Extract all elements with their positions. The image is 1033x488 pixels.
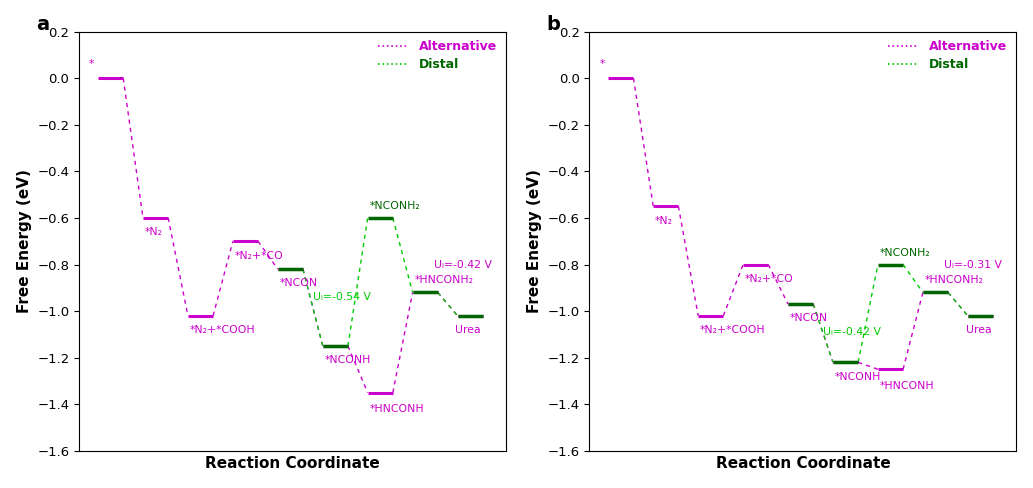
Text: Uₗ=-0.42 V: Uₗ=-0.42 V (823, 327, 881, 337)
Text: b: b (546, 15, 561, 34)
Text: Uₗ=-0.42 V: Uₗ=-0.42 V (434, 260, 492, 270)
Text: Uₗ=-0.31 V: Uₗ=-0.31 V (944, 260, 1002, 270)
Text: Urea: Urea (456, 325, 481, 335)
Text: Uₗ=-0.54 V: Uₗ=-0.54 V (313, 292, 371, 303)
Y-axis label: Free Energy (eV): Free Energy (eV) (527, 169, 542, 313)
Text: *N₂+*CO: *N₂+*CO (745, 274, 793, 284)
Text: *N₂: *N₂ (655, 216, 674, 225)
X-axis label: Reaction Coordinate: Reaction Coordinate (206, 456, 380, 471)
Text: *NCON: *NCON (790, 313, 828, 324)
Text: *HNCONH₂: *HNCONH₂ (414, 275, 473, 285)
Y-axis label: Free Energy (eV): Free Energy (eV) (17, 169, 32, 313)
Text: *HNCONH₂: *HNCONH₂ (925, 275, 983, 285)
Legend: Alternative, Distal: Alternative, Distal (883, 36, 1012, 77)
Text: *N₂+*CO: *N₂+*CO (234, 250, 283, 261)
Text: *HNCONH: *HNCONH (370, 404, 425, 414)
Text: *HNCONH: *HNCONH (880, 381, 935, 391)
Text: Urea: Urea (966, 325, 992, 335)
Text: *NCONH: *NCONH (835, 372, 881, 382)
Text: *N₂+*COOH: *N₂+*COOH (190, 325, 255, 335)
Text: *N₂: *N₂ (145, 227, 163, 237)
Text: *N₂+*COOH: *N₂+*COOH (700, 325, 765, 335)
Text: a: a (36, 15, 50, 34)
Text: *NCON: *NCON (280, 279, 318, 288)
Text: *: * (599, 59, 604, 69)
Text: *NCONH: *NCONH (324, 355, 371, 366)
X-axis label: Reaction Coordinate: Reaction Coordinate (716, 456, 890, 471)
Text: *NCONH₂: *NCONH₂ (370, 201, 420, 211)
Text: *: * (89, 59, 94, 69)
Text: *NCONH₂: *NCONH₂ (880, 247, 931, 258)
Legend: Alternative, Distal: Alternative, Distal (373, 36, 502, 77)
